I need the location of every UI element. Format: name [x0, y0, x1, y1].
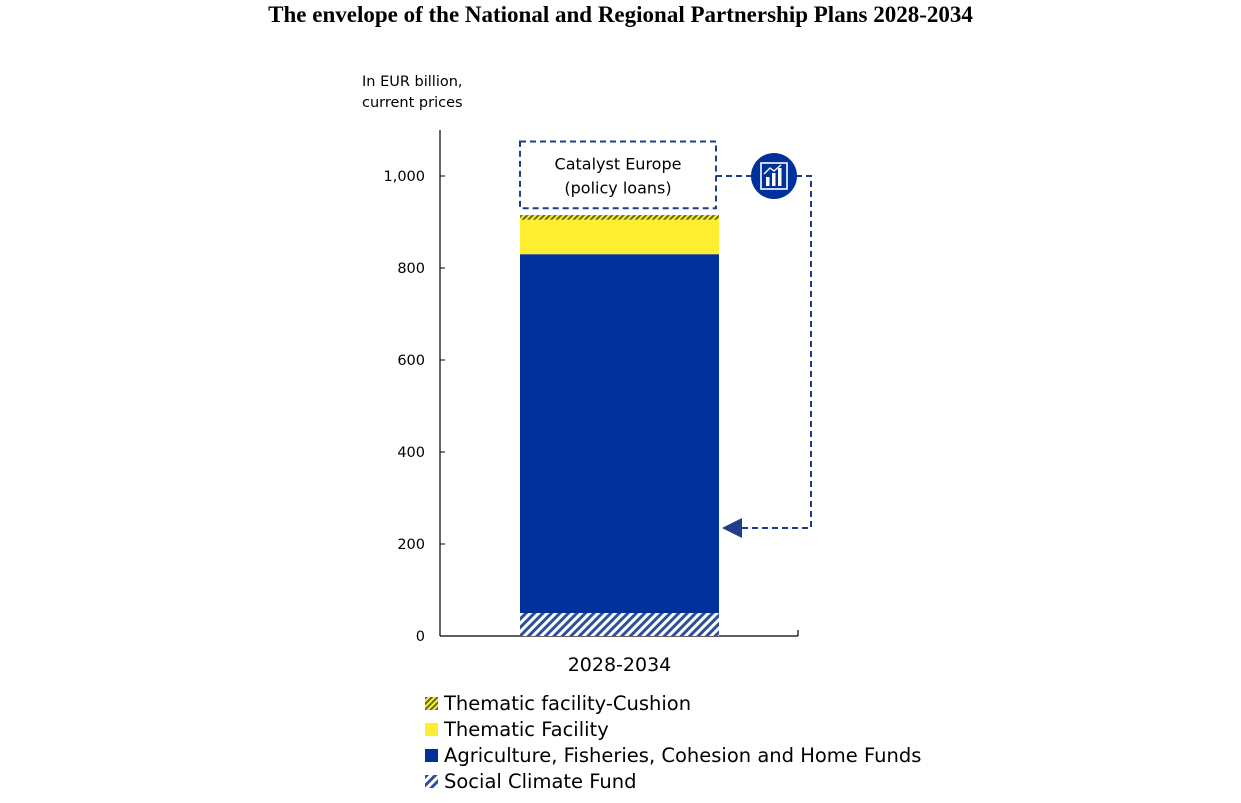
axes: 0 200 400 600 800 1,000	[383, 130, 799, 645]
legend-label-thematic-cushion: Thematic facility-Cushion	[444, 691, 692, 715]
bar-agriculture-funds	[520, 254, 719, 613]
unit-label: In EUR billion, current prices	[362, 72, 463, 114]
legend-item-social-climate-fund: Social Climate Fund	[425, 768, 921, 794]
legend-swatch-thematic-cushion	[425, 696, 438, 710]
y-tick-label: 200	[397, 537, 425, 553]
legend-item-agriculture-funds: Agriculture, Fisheries, Cohesion and Hom…	[425, 742, 921, 768]
icon-bar	[772, 173, 776, 186]
legend-label-thematic-facility: Thematic Facility	[444, 717, 609, 741]
y-tick-label: 1,000	[383, 169, 425, 185]
icon-bar	[778, 168, 782, 186]
bar-thematic-cushion	[520, 215, 719, 220]
unit-label-line1: In EUR billion,	[362, 74, 463, 90]
icon-frame	[760, 162, 788, 190]
catalyst-europe-box: Catalyst Europe (policy loans)	[519, 140, 812, 538]
x-category-label: 2028-2034	[568, 654, 672, 676]
x-axis-labels: 2028-2034	[568, 654, 672, 676]
y-tick-label: 800	[397, 261, 425, 277]
unit-label-line2: current prices	[362, 95, 463, 111]
catalyst-label-line1: Catalyst Europe	[555, 155, 682, 174]
y-tick-label: 400	[397, 445, 425, 461]
catalyst-label-line2: (policy loans)	[564, 179, 671, 198]
bar-thematic-facility	[520, 219, 719, 255]
icon-bar	[766, 177, 770, 186]
bar-social-climate-fund	[520, 613, 719, 636]
legend-swatch-agriculture-funds	[425, 748, 438, 762]
legend-item-thematic-facility: Thematic Facility	[425, 716, 921, 742]
legend: Thematic facility-Cushion Thematic Facil…	[425, 690, 921, 794]
icon-trend	[763, 164, 782, 175]
legend-swatch-social-climate-fund	[425, 774, 438, 788]
chart-title: The envelope of the National and Regiona…	[268, 2, 973, 27]
y-tick-label: 600	[397, 353, 425, 369]
legend-swatch-thematic-facility	[425, 722, 438, 736]
connector-arrow	[722, 175, 812, 538]
y-tick-label: 0	[416, 629, 425, 645]
legend-label-social-climate-fund: Social Climate Fund	[444, 769, 637, 793]
legend-item-thematic-cushion: Thematic facility-Cushion	[425, 690, 921, 716]
catalyst-box-outline	[519, 140, 717, 210]
bar-chart-growth-icon	[751, 153, 797, 199]
bar-stack	[520, 215, 719, 636]
legend-label-agriculture-funds: Agriculture, Fisheries, Cohesion and Hom…	[444, 743, 922, 767]
